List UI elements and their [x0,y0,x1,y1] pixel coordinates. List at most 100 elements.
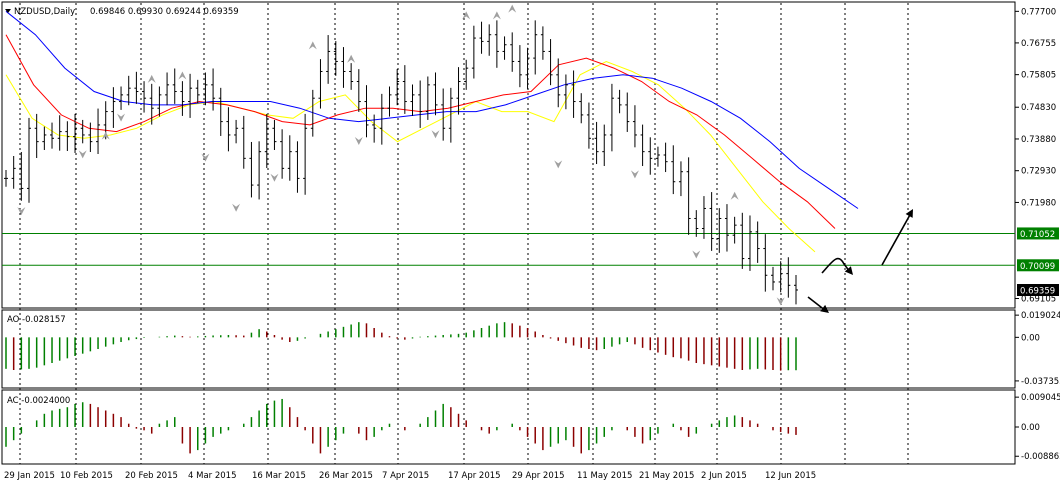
price-bar [203,72,208,106]
price-bar [502,36,507,60]
price-bar [732,216,737,244]
price-bar [157,86,162,117]
ma-line-red [5,34,836,229]
price-tick-label: 0.73880 [1021,135,1056,145]
price-bar [310,89,315,137]
ao-title: AO -0.028157 [7,315,66,325]
price-bar [571,70,576,118]
price-bar [632,105,637,148]
price-bar [678,161,683,197]
price-bar [494,20,499,68]
ac-axis-tick-label: -0.008862 [1021,452,1060,462]
ac-axis: 0.009045 0.00 -0.008862 [1015,393,1060,462]
price-bar [648,137,653,175]
price-bar [395,69,400,106]
price-bar [126,75,131,106]
price-tag-label: 0.69359 [1020,287,1055,297]
price-bar [295,141,300,193]
time-tick-label: 7 Apr 2015 [382,471,429,481]
fractal-up-icon [462,11,471,20]
price-bar [11,156,16,189]
price-bar [717,208,722,253]
time-tick-label: 29 Apr 2015 [512,471,565,481]
price-tick-label: 0.77700 [1021,7,1056,17]
projection-arrows [807,209,913,313]
arrow-down-icon-head [820,304,829,313]
fractal-up-icon [147,74,156,83]
price-bar [602,124,607,167]
ma-line-yellow [5,60,816,253]
fractal-down-icon [776,297,785,306]
symbol-label: NZDUSD,Daily [14,7,75,17]
price-bar [786,257,791,298]
price-bar [625,92,630,132]
price-bar [456,67,461,115]
price-bar [709,192,714,251]
arrow-down-icon [807,296,829,313]
ac-title: AC -0.0024000 [7,396,70,406]
price-bar [448,87,453,143]
fractal-down-icon [554,160,563,169]
price-bar [464,59,469,90]
time-tick-label: 29 Jan 2015 [4,471,55,481]
fractal-down-icon [78,150,87,159]
price-bar [418,80,423,128]
symbol-dropdown-icon[interactable] [5,9,11,13]
price-bar [195,79,200,104]
time-tick-label: 11 May 2015 [577,471,632,481]
arrow-curve-icon [821,257,853,275]
price-line-tag [1017,259,1059,272]
price-bar [134,71,139,104]
price-bar [257,141,262,200]
price-bar [142,81,147,113]
arrow-up-icon [881,209,913,266]
arrow-curve-icon-shaft [821,257,851,274]
price-bar [387,86,392,117]
price-bar [73,113,78,153]
fractal-up-icon [178,71,187,80]
arrow-up-icon-head [905,209,913,218]
time-tick-label: 2 Jun 2015 [701,471,747,481]
fractal-down-icon [117,113,126,122]
ao-axis-tick-label: -0.037353 [1021,377,1060,387]
price-bar [671,145,676,195]
price-bar [303,113,308,195]
price-bar [694,210,699,237]
time-tick-label: 10 Feb 2015 [60,471,113,481]
price-tick-label: 0.72930 [1021,167,1056,177]
price-bar [27,117,32,203]
time-tick-label: 26 Mar 2015 [319,471,373,481]
price-bar [19,151,24,201]
ac-histogram [5,398,797,454]
price-bar [747,215,752,271]
price-bar [517,45,522,88]
price-bar [701,196,706,239]
fractal-up-icon [492,11,501,20]
time-axis: 29 Jan 2015 10 Feb 2015 20 Feb 2015 4 Mar 2… [4,471,816,481]
ao-axis: 0.019024 0.00 -0.037353 [1015,311,1060,387]
price-bar [586,102,591,149]
fractal-down-icon [630,170,639,179]
price-bar [487,24,492,56]
support-lines [2,232,1015,266]
price-bar [111,87,116,128]
price-bar [88,122,93,152]
fractal-up-icon [308,41,317,50]
price-bar [341,47,346,88]
price-bar [640,124,645,167]
price-tick-label: 0.71980 [1021,198,1056,208]
price-bar [234,119,239,144]
price-bar [556,58,561,108]
fractal-down-icon [431,130,440,139]
time-tick-label: 17 Apr 2015 [448,471,501,481]
price-bar [119,86,124,110]
fractal-down-icon [201,153,210,162]
price-bar [655,146,660,167]
price-bar [50,122,55,149]
price-bar [241,115,246,169]
price-bar [149,83,154,125]
fractal-up-icon [508,4,517,13]
ma-line-blue [5,10,859,209]
